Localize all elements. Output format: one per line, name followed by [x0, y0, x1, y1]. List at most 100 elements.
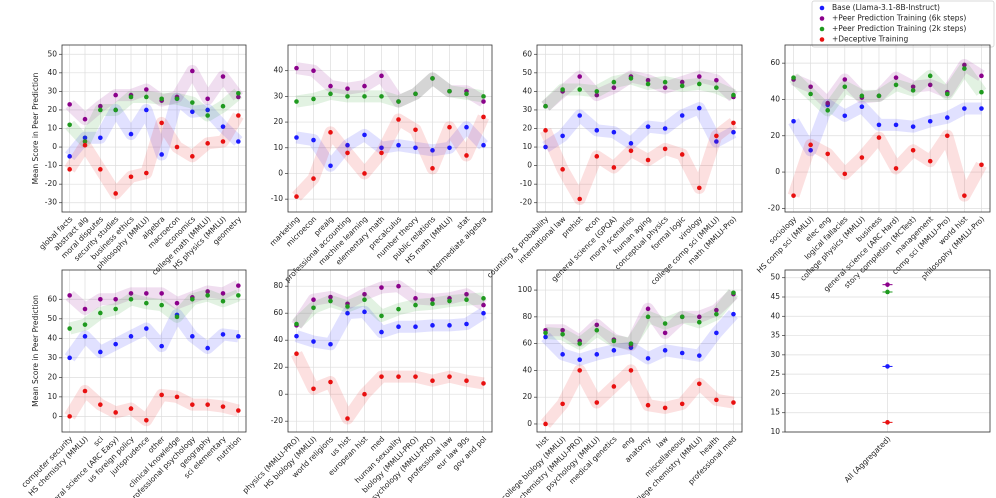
- data-point: [113, 306, 118, 312]
- data-point: [979, 162, 984, 168]
- y-tick-label: 40: [273, 66, 283, 75]
- data-point: [645, 157, 651, 163]
- data-point: [628, 76, 634, 81]
- y-tick-label: 50: [47, 49, 57, 58]
- legend-label: +Deceptive Training: [832, 35, 908, 44]
- y-tick-label: 20: [47, 105, 57, 114]
- data-point: [144, 291, 149, 296]
- series-band: [65, 280, 242, 316]
- y-tick-label: 0: [52, 142, 57, 151]
- data-point: [144, 300, 149, 306]
- data-point: [159, 302, 164, 308]
- data-point: [379, 285, 384, 290]
- data-point: [543, 334, 548, 340]
- data-point: [543, 103, 548, 109]
- data-point: [464, 297, 469, 303]
- data-point: [311, 176, 316, 181]
- data-point: [662, 79, 668, 85]
- data-point: [328, 379, 333, 385]
- data-point: [144, 107, 149, 113]
- data-point: [560, 331, 565, 337]
- data-point: [962, 62, 967, 68]
- data-point: [662, 405, 668, 411]
- data-point: [825, 151, 831, 157]
- data-point: [294, 321, 299, 327]
- series-band: [64, 112, 244, 200]
- y-tick-label: -20: [45, 179, 57, 188]
- data-point: [577, 341, 583, 346]
- data-point: [67, 167, 72, 172]
- legend-label: +Peer Prediction Training (6k steps): [832, 14, 966, 23]
- data-point: [679, 83, 685, 89]
- data-point: [731, 92, 736, 98]
- data-point: [808, 147, 813, 153]
- data-point: [731, 311, 736, 317]
- data-point: [294, 65, 299, 71]
- y-tick-label: -10: [271, 194, 283, 203]
- data-point: [396, 283, 401, 289]
- data-point: [481, 142, 486, 148]
- data-point: [328, 91, 333, 97]
- data-point: [696, 105, 702, 111]
- data-point: [128, 334, 134, 339]
- data-point: [731, 120, 736, 126]
- data-point: [311, 68, 316, 73]
- data-point: [662, 146, 668, 152]
- data-point: [679, 152, 685, 157]
- data-point: [910, 88, 916, 93]
- data-point: [128, 94, 134, 100]
- data-point: [679, 314, 685, 320]
- data-point: [910, 84, 916, 90]
- data-point: [205, 96, 210, 102]
- data-point: [396, 374, 401, 379]
- series-band: [64, 385, 240, 427]
- series-band: [545, 289, 739, 350]
- data-point: [611, 85, 617, 90]
- data-point: [645, 356, 651, 361]
- data-point: [190, 296, 195, 302]
- data-point: [413, 91, 418, 97]
- data-point: [560, 133, 565, 139]
- series-band: [791, 58, 985, 110]
- data-point: [825, 100, 831, 106]
- data-point: [413, 374, 418, 379]
- data-point: [577, 87, 583, 92]
- data-point: [464, 91, 469, 97]
- data-point: [379, 73, 384, 79]
- series-band: [787, 129, 987, 202]
- data-point: [220, 74, 226, 79]
- data-point: [328, 298, 333, 304]
- data-point: [464, 378, 469, 384]
- data-point: [543, 330, 548, 336]
- data-point: [144, 417, 149, 423]
- plot-frame: [536, 269, 743, 433]
- data-point: [379, 145, 384, 151]
- data-point: [430, 378, 435, 384]
- series-band: [789, 62, 987, 117]
- plot-frame: [287, 44, 493, 213]
- plot-frame: [784, 44, 991, 213]
- legend-label: +Peer Prediction Training (2k steps): [832, 24, 966, 33]
- data-point: [396, 142, 401, 148]
- data-point: [98, 167, 103, 172]
- x-tick-label: All (Aggregated): [843, 434, 893, 484]
- data-point: [791, 118, 796, 124]
- data-point: [543, 421, 548, 427]
- data-point: [174, 300, 180, 306]
- data-point: [842, 84, 848, 90]
- data-point: [294, 333, 299, 339]
- y-tick-label: 40: [770, 311, 780, 320]
- data-point: [481, 114, 486, 120]
- data-point: [464, 153, 469, 158]
- legend-marker: [819, 16, 825, 21]
- data-point: [714, 77, 719, 83]
- y-tick-label: 20: [273, 362, 283, 371]
- data-point: [696, 319, 702, 325]
- data-point: [413, 296, 418, 301]
- data-point: [662, 85, 668, 90]
- data-point: [236, 113, 241, 118]
- data-point: [98, 135, 103, 141]
- data-point: [481, 99, 486, 104]
- series-band: [295, 62, 487, 108]
- data-point: [379, 94, 384, 99]
